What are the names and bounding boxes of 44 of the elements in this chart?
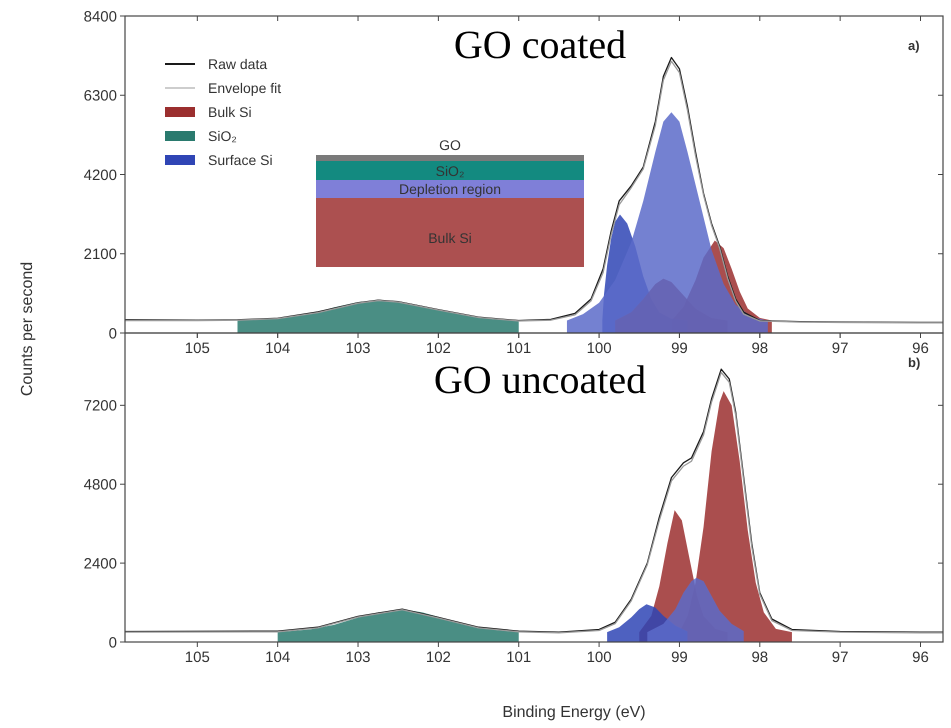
x-axis-title: Binding Energy (eV)	[502, 704, 646, 721]
y-tick-label: 4200	[84, 166, 117, 184]
x-tick-label: 101	[506, 649, 532, 666]
text: GO uncoated	[434, 357, 646, 402]
x-tick-label: 97	[832, 649, 848, 666]
y-tick-label: 8400	[84, 8, 117, 26]
y-axis-title: Counts per second	[19, 262, 36, 396]
annotation: a)	[908, 38, 920, 53]
y-tick-label: 6300	[84, 88, 117, 104]
x-tick-label: 98	[751, 649, 768, 666]
x-tick-label: 103	[346, 340, 371, 357]
annotation: SiO₂	[436, 163, 464, 179]
legend-label: Raw data	[208, 56, 268, 72]
legend-label: Bulk Si	[208, 104, 252, 120]
y-tick-label: 4800	[84, 476, 117, 494]
x-tick-label: 97	[832, 340, 848, 357]
x-tick-label: 99	[671, 340, 688, 357]
x-tick-label: 104	[265, 340, 290, 357]
x-tick-label: 105	[184, 649, 210, 666]
annotation: Depletion region	[399, 181, 501, 197]
x-tick-label: 102	[426, 340, 451, 357]
x-tick-label: 98	[751, 340, 768, 357]
x-tick-label: 104	[265, 649, 290, 666]
legend-label: Surface Si	[208, 152, 273, 168]
x-tick-label: 102	[426, 649, 451, 666]
x-tick-label: 101	[506, 340, 532, 357]
chart-title: GO coated	[454, 22, 626, 67]
y-tick-label: 0	[108, 634, 117, 652]
annotation: b)	[908, 355, 920, 370]
y-tick-label: 2400	[84, 555, 117, 572]
x-tick-label: 99	[671, 649, 688, 666]
y-tick-label: 2100	[84, 246, 117, 263]
annotation: GO	[439, 137, 461, 153]
annotation: Bulk Si	[428, 230, 472, 246]
y-tick-label: 7200	[84, 398, 117, 415]
x-tick-label: 100	[586, 649, 612, 666]
legend-label: SiO₂	[208, 128, 237, 144]
y-tick-label: 0	[108, 325, 117, 342]
x-tick-label: 96	[912, 649, 929, 666]
x-tick-label: 96	[912, 340, 929, 357]
legend-label: Envelope fit	[208, 80, 282, 96]
x-tick-label: 103	[346, 649, 371, 666]
x-tick-label: 100	[586, 340, 612, 357]
x-tick-label: 105	[184, 340, 210, 357]
